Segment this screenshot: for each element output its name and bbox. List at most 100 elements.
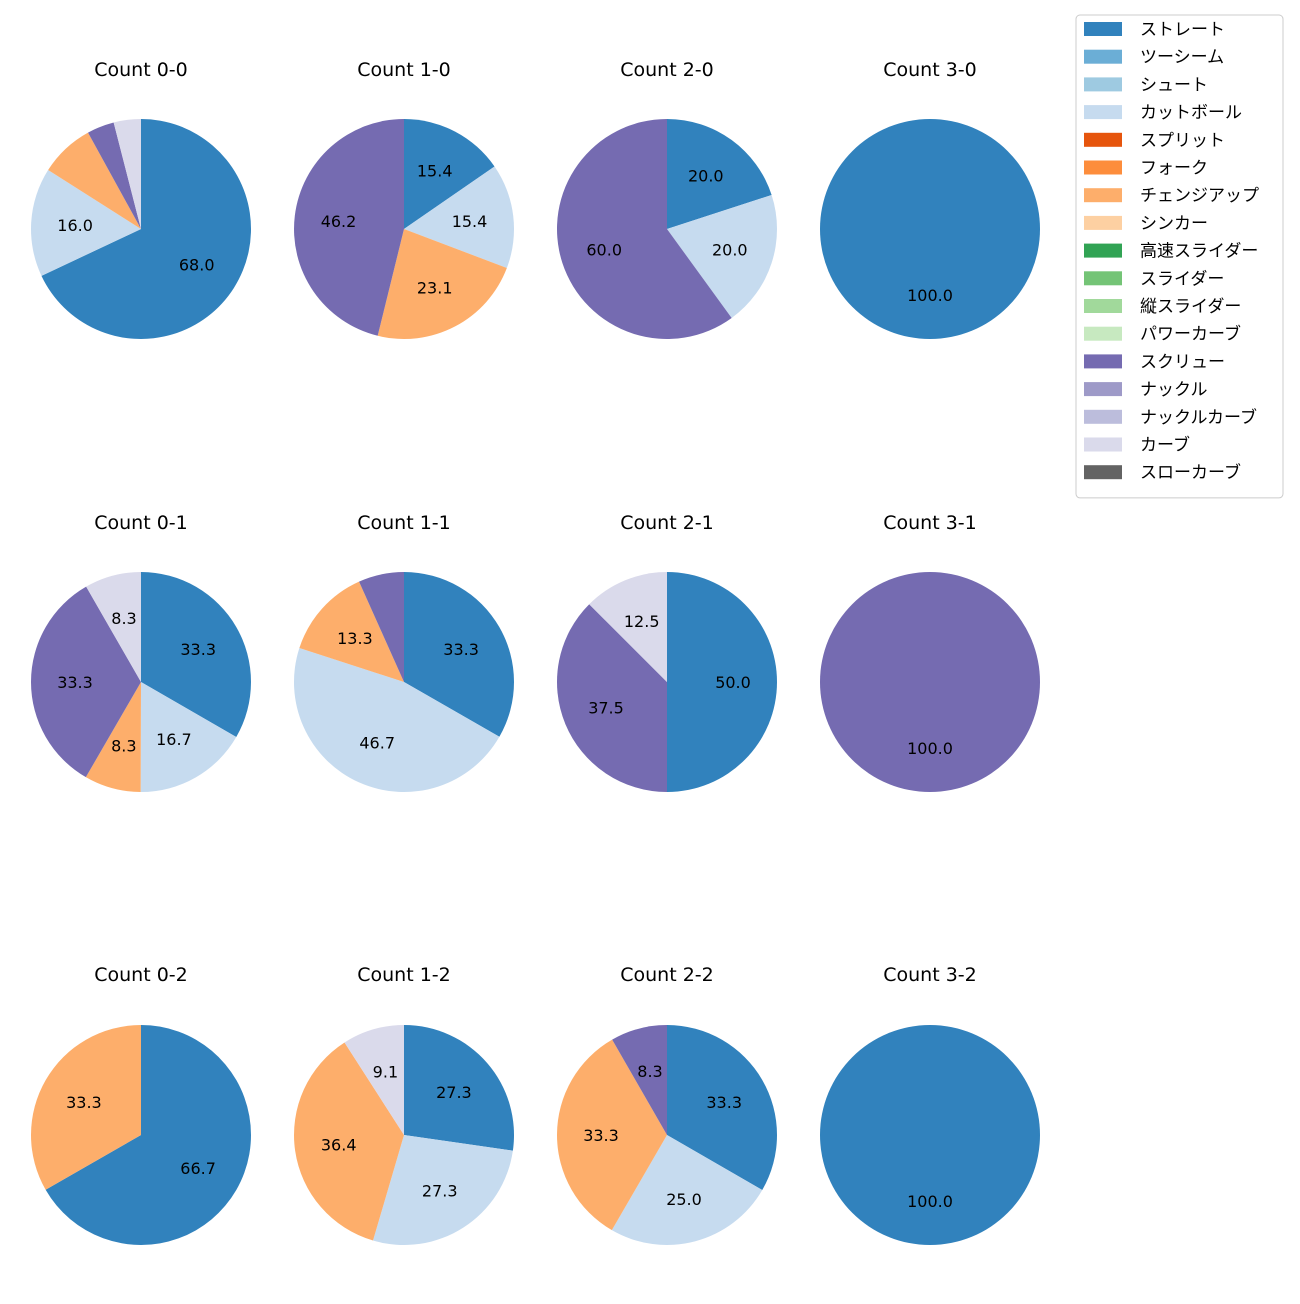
pie-panel: Count 1-1 33.3 46.7 13.3 (293, 512, 515, 793)
slice-value-label: 33.3 (57, 673, 93, 692)
slice-value-label: 68.0 (179, 255, 215, 274)
legend-swatch (1084, 188, 1122, 203)
pie-title: Count 2-0 (620, 59, 714, 81)
pie-panel: Count 2-1 50.0 37.5 12.5 (557, 512, 777, 792)
pie-panel: Count 1-0 15.4 15.4 23.1 46.2 (294, 59, 515, 339)
pie-slice (30, 170, 142, 276)
pie-slice (299, 581, 404, 682)
legend-label: カットボール (1140, 103, 1242, 123)
legend-swatch (1084, 409, 1122, 424)
legend-item: ナックルカーブ (1084, 407, 1257, 428)
slice-value-label: 16.0 (57, 216, 93, 235)
pie-slice (667, 195, 778, 318)
slice-value-label: 8.3 (111, 737, 136, 756)
slice-value-label: 20.0 (712, 240, 748, 259)
pie-panel: Count 3-2 100.0 (820, 964, 1040, 1245)
slice-value-label: 100.0 (907, 286, 953, 305)
slice-value-label: 33.3 (443, 640, 479, 659)
pie-slice (556, 1039, 667, 1231)
pie-slice (404, 1025, 514, 1151)
legend-label: ツーシーム (1140, 48, 1224, 68)
slice-value-label: 27.3 (422, 1182, 458, 1201)
pie-title: Count 0-0 (94, 59, 188, 81)
legend-item: スローカーブ (1084, 462, 1241, 483)
pie-slice (820, 119, 1040, 339)
slice-value-label: 12.5 (624, 612, 660, 631)
legend-label: ストレート (1140, 20, 1225, 40)
slice-value-label: 60.0 (586, 240, 622, 259)
legend-swatch (1084, 354, 1122, 369)
pie-slice (589, 572, 667, 682)
pie-slice (140, 682, 237, 793)
slice-value-label: 15.4 (417, 162, 453, 181)
legend-label: 高速スライダー (1140, 242, 1258, 262)
legend-item: フォーク (1084, 159, 1208, 179)
legend-label: シンカー (1140, 214, 1208, 234)
pie-slice (373, 1135, 513, 1245)
legend-swatch (1084, 299, 1122, 313)
legend-frame (1075, 14, 1284, 499)
legend-label: シュート (1140, 75, 1208, 95)
legend-item: スライダー (1084, 269, 1224, 289)
pie-panel: Count 0-0 68.0 16.0 (30, 59, 251, 340)
pie-slice (141, 572, 251, 737)
legend-swatch (1084, 132, 1122, 147)
legend-item: カーブ (1084, 435, 1190, 456)
pie-slice (294, 1042, 404, 1241)
pie-slice (557, 604, 667, 792)
legend-swatch (1084, 49, 1122, 64)
legend-swatch (1084, 160, 1122, 175)
pie-slice (30, 1025, 142, 1190)
pie-slice (293, 648, 500, 793)
slice-value-label: 37.5 (588, 698, 624, 717)
pie-slice (377, 229, 507, 339)
pie-panel: Count 0-2 66.7 33.3 (30, 964, 251, 1245)
legend-item: シュート (1084, 75, 1208, 95)
pie-slice (88, 122, 141, 229)
pie-title: Count 1-0 (357, 59, 451, 81)
legend-swatch (1084, 271, 1122, 286)
legend-item: シンカー (1084, 214, 1208, 234)
pie-slice (45, 1025, 251, 1245)
pie-slice (611, 1135, 763, 1246)
legend-item: スプリット (1084, 131, 1225, 151)
pie-slice (820, 572, 1040, 792)
legend-item: ナックル (1084, 380, 1208, 400)
legend-item: パワーカーブ (1084, 324, 1241, 345)
slice-value-label: 33.3 (583, 1126, 619, 1145)
pie-slice (41, 119, 251, 340)
pie-title: Count 1-2 (357, 964, 451, 986)
pie-slice (48, 132, 142, 229)
slice-value-label: 27.3 (436, 1083, 472, 1102)
slice-value-label: 33.3 (66, 1093, 102, 1112)
legend-item: カットボール (1084, 103, 1242, 123)
legend-swatch (1084, 215, 1122, 230)
pie-slice (86, 572, 141, 682)
slice-value-label: 66.7 (180, 1159, 216, 1178)
pie-slice (612, 1025, 667, 1135)
pie-slice (820, 1025, 1040, 1245)
pie-panel: Count 3-0 100.0 (820, 59, 1040, 339)
slice-value-label: 25.0 (666, 1190, 702, 1209)
legend-label: フォーク (1140, 159, 1208, 179)
legend-item: 高速スライダー (1084, 242, 1258, 262)
slice-value-label: 33.3 (706, 1093, 742, 1112)
legend-swatch (1084, 22, 1122, 36)
legend-label: チェンジアップ (1140, 186, 1259, 206)
legend-label: 縦スライダー (1140, 297, 1241, 317)
legend-swatch (1084, 243, 1122, 258)
pie-slice (557, 119, 732, 339)
slice-value-label: 46.7 (359, 733, 395, 752)
pie-slice (667, 119, 772, 229)
slice-value-label: 33.3 (180, 640, 216, 659)
pie-slice (294, 119, 404, 336)
legend: ストレートツーシームシュートカットボールスプリットフォークチェンジアップシンカー… (1075, 14, 1284, 499)
slice-value-label: 23.1 (417, 278, 453, 297)
pie-panel: Count 3-1 100.0 (820, 512, 1040, 792)
slice-value-label: 16.7 (156, 730, 192, 749)
legend-label: スローカーブ (1140, 462, 1241, 483)
legend-label: ナックル (1140, 380, 1208, 400)
pie-title: Count 2-2 (620, 964, 714, 986)
